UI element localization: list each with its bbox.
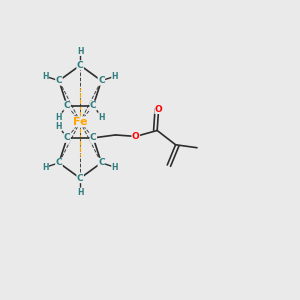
Text: C: C [90,101,97,110]
Text: Fe: Fe [73,117,87,127]
Text: H: H [112,163,118,172]
Text: C: C [90,134,97,142]
Text: C: C [56,76,62,85]
Text: C: C [56,158,62,167]
Text: H: H [56,122,62,131]
Text: C: C [98,158,105,167]
Text: H: H [42,72,49,81]
Text: C: C [64,101,70,110]
Text: C: C [77,61,83,70]
Text: H: H [56,113,62,122]
Text: H: H [112,72,118,81]
Text: H: H [77,46,83,56]
Text: C: C [64,134,70,142]
Text: C: C [98,76,105,85]
Text: O: O [155,105,163,114]
Text: O: O [132,132,140,141]
Text: H: H [98,113,105,122]
Text: H: H [42,163,49,172]
Text: C: C [77,174,83,183]
Text: H: H [77,188,83,197]
